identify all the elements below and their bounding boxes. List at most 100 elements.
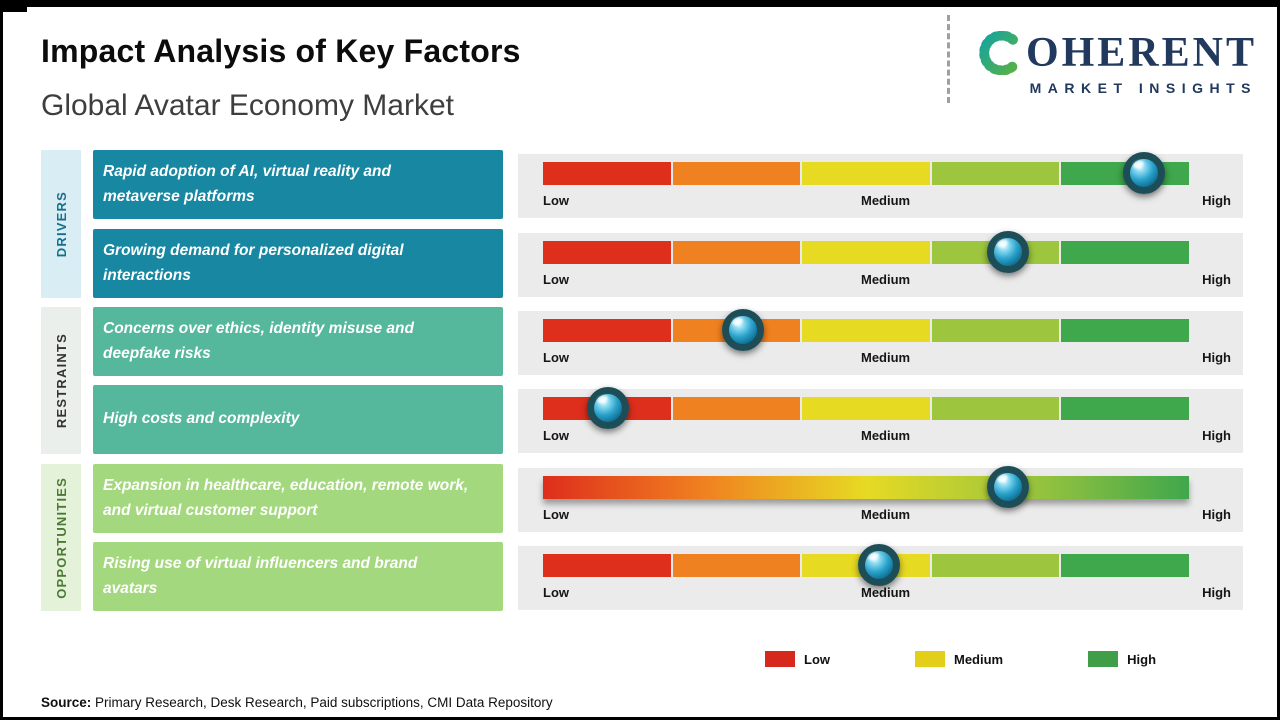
bar-segment <box>1061 397 1189 420</box>
page-title: Impact Analysis of Key Factors <box>41 33 521 69</box>
scale-label-high: High <box>1202 428 1231 443</box>
legend-swatch-high <box>1088 651 1119 667</box>
source-text: Primary Research, Desk Research, Paid su… <box>91 695 553 710</box>
bar-segment <box>1061 319 1189 342</box>
factor-text: High costs and complexity <box>103 410 300 428</box>
impact-slider-knob[interactable] <box>857 544 900 586</box>
category-tab-drivers: DRIVERS <box>41 150 81 298</box>
legend-item-medium: Medium <box>915 651 1003 667</box>
logo-tagline: MARKET INSIGHTS <box>1029 80 1257 96</box>
bar-segment <box>543 241 671 264</box>
bar-segment <box>543 162 671 185</box>
logo-wordmark: OHERENT <box>979 31 1257 75</box>
corner-mark <box>3 7 27 12</box>
bar-segment <box>802 319 930 342</box>
factor-card: Concerns over ethics, identity misuse an… <box>93 307 503 376</box>
factor-text: Concerns over ethics, identity misuse an… <box>103 320 414 362</box>
category-tab-label: RESTRAINTS <box>53 332 69 429</box>
company-logo: OHERENT MARKET INSIGHTS <box>979 31 1257 96</box>
bar-segment <box>802 241 930 264</box>
legend-swatch-low <box>765 651 795 667</box>
legend: Low Medium High <box>765 651 1156 667</box>
bar-segment <box>931 162 1060 185</box>
category-tab-label: DRIVERS <box>53 190 69 258</box>
bar-segment <box>802 397 930 420</box>
scale-labels: Low Medium High <box>543 507 1231 522</box>
factor-card: High costs and complexity <box>93 385 503 454</box>
legend-item-low: Low <box>765 651 830 667</box>
legend-item-high: High <box>1088 651 1156 667</box>
logo-c-icon <box>979 31 1018 75</box>
scale-label-medium: Medium <box>860 585 911 600</box>
scale-labels: Low Medium High <box>543 350 1231 365</box>
impact-scale-track: Low Medium High <box>518 387 1243 453</box>
bar-segment <box>672 554 801 577</box>
bar-segment <box>931 397 1060 420</box>
impact-bar <box>543 387 1189 429</box>
scale-label-low: Low <box>543 193 569 208</box>
scale-label-low: Low <box>543 350 569 365</box>
bar-segment <box>802 162 930 185</box>
scale-label-low: Low <box>543 428 569 443</box>
impact-bar <box>543 231 1189 273</box>
page-subtitle: Global Avatar Economy Market <box>41 89 454 122</box>
scale-label-high: High <box>1202 272 1231 287</box>
impact-bar <box>543 152 1189 194</box>
factor-card: Rapid adoption of AI, virtual reality an… <box>93 150 503 219</box>
category-tab-opportunities: OPPORTUNITIES <box>41 464 81 611</box>
legend-swatch-medium <box>915 651 945 667</box>
scale-label-low: Low <box>543 272 569 287</box>
bar-segment <box>931 554 1060 577</box>
source-label: Source: <box>41 695 92 710</box>
category-tab-restraints: RESTRAINTS <box>41 307 81 454</box>
factor-card: Expansion in healthcare, education, remo… <box>93 464 503 533</box>
source-note: Source: Primary Research, Desk Research,… <box>41 695 553 710</box>
bar-segment <box>543 319 671 342</box>
bar-segment <box>1061 554 1189 577</box>
bar-segment <box>672 162 801 185</box>
impact-scale-track: Low Medium High <box>518 231 1243 297</box>
scale-labels: Low Medium High <box>543 272 1231 287</box>
impact-bar <box>543 544 1189 586</box>
bar-segment <box>672 397 801 420</box>
factor-text: Growing demand for personalized digital … <box>103 242 404 284</box>
scale-label-high: High <box>1202 350 1231 365</box>
scale-labels: Low Medium High <box>543 193 1231 208</box>
factor-card: Rising use of virtual influencers and br… <box>93 542 503 611</box>
impact-bar <box>543 309 1189 351</box>
bar-segment <box>672 241 801 264</box>
scale-label-medium: Medium <box>860 350 911 365</box>
factor-text: Rising use of virtual influencers and br… <box>103 555 418 597</box>
legend-label: Low <box>804 651 830 667</box>
scale-label-high: High <box>1202 507 1231 522</box>
scale-label-medium: Medium <box>860 507 911 522</box>
legend-label: Medium <box>954 651 1004 667</box>
bar-segment <box>543 554 671 577</box>
impact-slider-knob[interactable] <box>1122 152 1165 194</box>
scale-label-medium: Medium <box>860 193 911 208</box>
scale-label-medium: Medium <box>860 428 911 443</box>
impact-scale-track: Low Medium High <box>518 466 1243 532</box>
bar-segment <box>931 319 1060 342</box>
scale-label-low: Low <box>543 507 569 522</box>
scale-label-high: High <box>1202 193 1231 208</box>
impact-scale-track: Low Medium High <box>518 152 1243 218</box>
scale-label-medium: Medium <box>860 272 911 287</box>
factor-text: Expansion in healthcare, education, remo… <box>103 477 469 519</box>
category-tab-label: OPPORTUNITIES <box>53 476 69 599</box>
impact-slider-knob[interactable] <box>586 387 629 429</box>
factor-card: Growing demand for personalized digital … <box>93 229 503 298</box>
impact-scale-track: Low Medium High <box>518 544 1243 610</box>
logo-divider <box>947 15 950 103</box>
impact-scale-track: Low Medium High <box>518 309 1243 375</box>
logo-brand-text: OHERENT <box>1025 30 1257 76</box>
impact-slider-knob[interactable] <box>987 466 1030 508</box>
scale-labels: Low Medium High <box>543 585 1231 600</box>
bar-segment <box>1061 241 1189 264</box>
impact-slider-knob[interactable] <box>987 231 1030 273</box>
impact-bar <box>543 466 1189 508</box>
factor-text: Rapid adoption of AI, virtual reality an… <box>103 163 391 205</box>
impact-slider-knob[interactable] <box>722 309 765 351</box>
legend-label: High <box>1127 651 1157 667</box>
